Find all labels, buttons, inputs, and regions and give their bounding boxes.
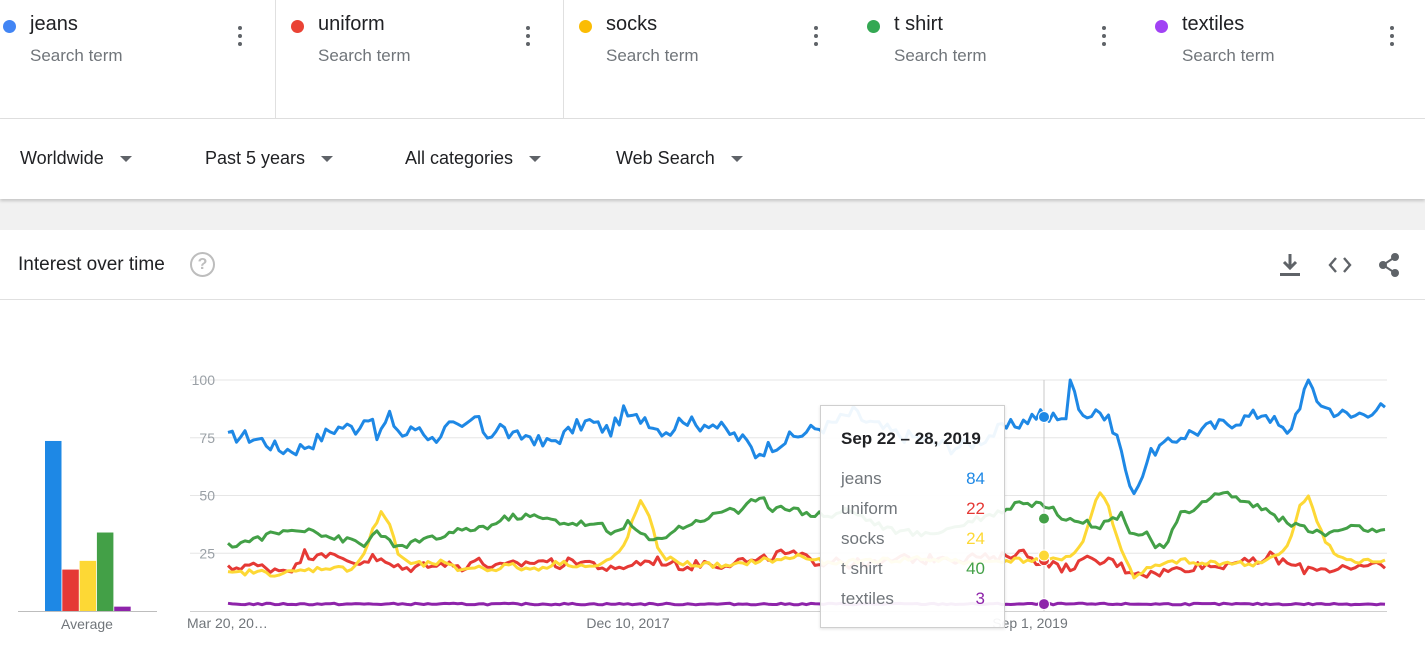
term-name[interactable]: socks [606,13,658,35]
search-term-socks[interactable]: socks Search term [576,0,852,118]
region-label: Worldwide [20,148,104,168]
average-bar-jeans [45,440,62,611]
more-vert-icon[interactable] [236,26,244,50]
average-bar-uniform [62,569,79,611]
term-type: Search term [30,46,123,65]
x-tick-label: Dec 10, 2017 [586,615,669,631]
term-name[interactable]: uniform [318,13,385,35]
tooltip-value: 3 [975,589,985,608]
term-type: Search term [318,46,411,65]
chart-tooltip: Sep 22 – 28, 2019 jeans 84 uniform 22 so… [820,405,1005,628]
property-label: Web Search [616,148,715,168]
category-filter[interactable]: All categories [405,148,542,169]
help-icon[interactable]: ? [190,252,215,277]
more-vert-icon[interactable] [812,26,820,50]
hover-point-jeans [1038,410,1050,423]
tooltip-row-uniform: uniform 22 [841,499,985,519]
section-gap [0,199,1425,230]
share-icon[interactable] [1377,252,1401,278]
dropdown-arrow-icon [730,155,743,162]
search-property-filter[interactable]: Web Search [616,148,743,169]
search-term-textiles[interactable]: textiles Search term [1152,0,1425,118]
tooltip-label: textiles [841,589,894,608]
more-vert-icon[interactable] [1388,26,1396,50]
card-title: Interest over time [18,254,165,275]
search-term-uniform[interactable]: uniform Search term [288,0,564,118]
filters-bar: Worldwide Past 5 years All categories We… [0,119,1425,199]
series-line-textiles [227,601,1386,607]
average-bar-socks [79,560,97,611]
time-filter[interactable]: Past 5 years [205,148,334,169]
tooltip-value: 22 [966,499,985,518]
chart-lines [226,378,1386,607]
series-line-uniform [226,548,1386,579]
tooltip-label: uniform [841,499,898,518]
term-type: Search term [1182,46,1275,65]
tooltip-row-textiles: textiles 3 [841,589,985,609]
x-tick-label: Sep 1, 2019 [992,615,1068,631]
tooltip-value: 84 [966,469,985,488]
average-bar-textiles [114,606,131,611]
tooltip-value: 24 [966,529,985,548]
card-divider [0,299,1425,300]
download-icon[interactable] [1278,252,1302,278]
search-terms-bar: jeans Search term uniform Search term so… [0,0,1425,119]
tooltip-date: Sep 22 – 28, 2019 [841,429,981,448]
more-vert-icon[interactable] [1100,26,1108,50]
search-term-t-shirt[interactable]: t shirt Search term [864,0,1140,118]
chart-grid: 25 50 75 100 [190,372,1387,612]
tooltip-label: socks [841,529,885,548]
y-tick-label: 50 [199,488,215,504]
tooltip-row-t-shirt: t shirt 40 [841,559,985,579]
y-tick-label: 100 [192,372,216,388]
category-label: All categories [405,148,514,168]
term-name[interactable]: jeans [30,13,78,35]
series-line-t-shirt [227,490,1386,550]
y-tick-label: 75 [199,430,215,446]
term-color-dot [1155,20,1168,33]
term-color-dot [579,20,592,33]
more-vert-icon[interactable] [524,26,532,50]
term-color-dot [867,20,880,33]
hover-point-socks [1038,549,1050,562]
dropdown-arrow-icon [529,155,542,162]
y-tick-label: 25 [199,545,215,561]
dropdown-arrow-icon [119,155,132,162]
term-color-dot [3,20,16,33]
average-bar-t-shirt [96,532,114,611]
x-axis-labels: Mar 20, 20… Dec 10, 2017 Sep 1, 2019 [187,615,1068,631]
hover-point-textiles [1038,598,1050,611]
term-type: Search term [606,46,699,65]
region-filter[interactable]: Worldwide [20,148,132,169]
interest-over-time-card: Interest over time ? [0,230,1425,658]
term-divider [275,0,276,118]
embed-icon[interactable] [1327,252,1353,278]
term-color-dot [291,20,304,33]
tooltip-value: 40 [966,559,985,578]
tooltip-row-jeans: jeans 84 [841,469,985,489]
x-tick-label: Mar 20, 20… [187,615,268,631]
term-name[interactable]: t shirt [894,13,943,35]
term-type: Search term [894,46,987,65]
series-line-jeans [227,378,1386,496]
tooltip-label: jeans [841,469,882,488]
tooltip-row-socks: socks 24 [841,529,985,549]
dropdown-arrow-icon [321,155,334,162]
average-label: Average [61,616,113,632]
tooltip-label: t shirt [841,559,883,578]
term-name[interactable]: textiles [1182,13,1245,35]
hover-marker [1038,380,1050,611]
search-term-jeans[interactable]: jeans Search term [0,0,276,118]
term-divider [563,0,564,118]
series-line-socks [227,491,1386,580]
average-bar-chart: Average [18,440,157,632]
time-label: Past 5 years [205,148,306,168]
hover-point-t-shirt [1038,512,1050,525]
